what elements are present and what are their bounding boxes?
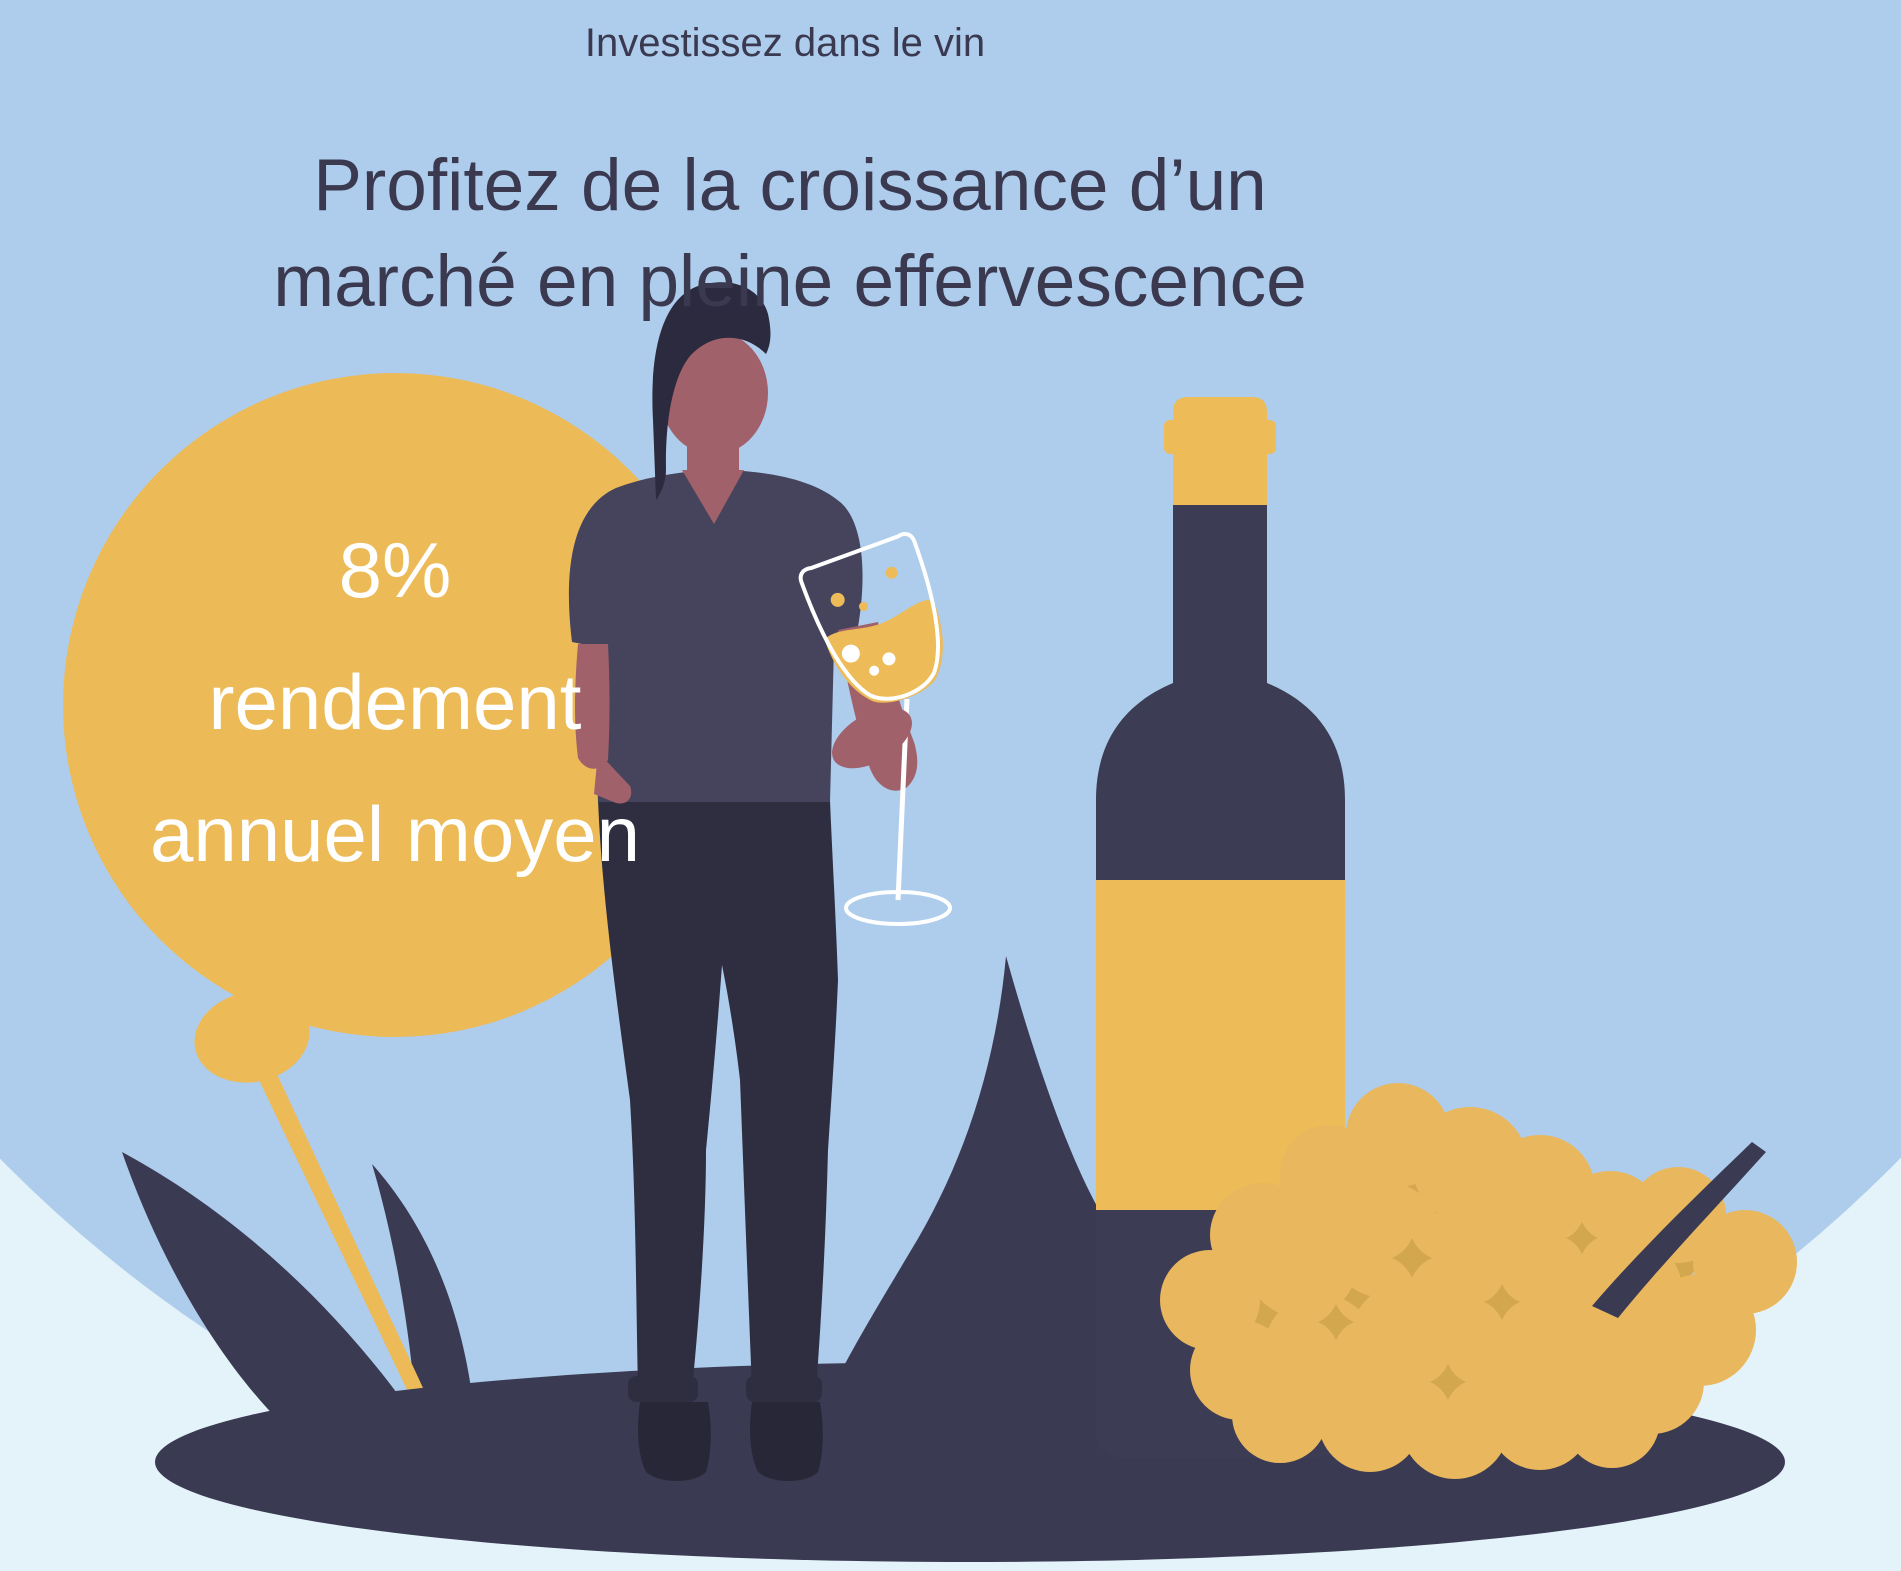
bubble (841, 644, 860, 663)
bottle-cap-flange (1164, 420, 1276, 454)
pant-cuff-left (628, 1376, 698, 1402)
wine-in-glass (824, 600, 943, 703)
shirt-vneck (682, 470, 744, 524)
leaf-blade-left (122, 1152, 470, 1464)
person-hair (652, 282, 771, 500)
badge-value: 8% (338, 526, 452, 614)
bubble (885, 566, 898, 579)
man-holding-wine-glass-icon (568, 282, 918, 1481)
flower-icon (194, 991, 310, 1083)
person-legs (598, 800, 838, 1390)
hand-holding-glass (832, 707, 912, 769)
leaf-blade-right (798, 956, 1098, 1464)
bubble (859, 601, 869, 611)
page-title-line1: Profitez de la croissance d’un (313, 145, 1267, 226)
page-title: Profitez de la croissance d’un marché en… (0, 138, 1580, 330)
shoe-left (638, 1402, 711, 1481)
hand-in-pocket (594, 752, 632, 804)
badge-label-line1: rendement (208, 658, 582, 746)
page-title-line2: marché en pleine effervescence (273, 241, 1307, 322)
grape-vine-branch (1592, 1142, 1766, 1318)
bubble (882, 652, 896, 666)
plant-leaves-icon (122, 956, 1098, 1464)
glass-bowl-group (798, 531, 943, 703)
person-face (660, 331, 768, 455)
wine-glass-icon (798, 531, 952, 926)
glass-bowl-outline (798, 531, 940, 701)
grape-notches (1318, 1222, 1598, 1400)
grape-bunch-icon (1160, 1083, 1797, 1479)
bubble (830, 592, 845, 607)
flower-stem (258, 1072, 424, 1396)
kicker: Investissez dans le vin (584, 21, 986, 65)
badge-text: 8% rendement annuel moyen (55, 372, 735, 1032)
pant-cuff-right (746, 1376, 822, 1402)
grapes (1160, 1083, 1797, 1479)
glass-foot (844, 890, 952, 926)
badge-label-line2: annuel moyen (149, 790, 640, 878)
arm-left (575, 644, 610, 769)
badge-circle (63, 373, 727, 1037)
shoe-right (750, 1402, 823, 1481)
person-shirt (568, 470, 863, 802)
bubble (869, 665, 880, 676)
